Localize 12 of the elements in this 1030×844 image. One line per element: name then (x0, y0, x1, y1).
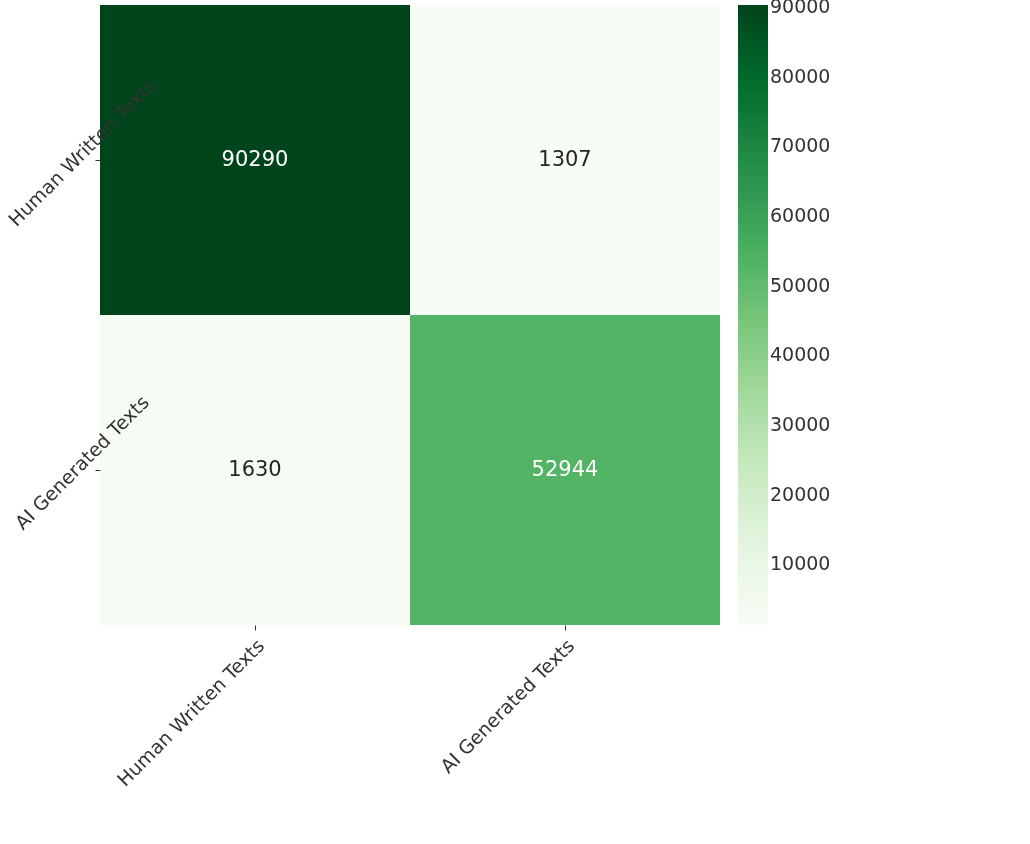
data-label: 1630 (228, 457, 282, 481)
color-bar-label: 40000 (770, 343, 831, 366)
data-label: 52944 (531, 457, 599, 481)
color-bar-label: 20000 (770, 482, 831, 505)
color-bar-label: 80000 (770, 64, 831, 87)
data-label: 1307 (538, 147, 592, 171)
color-bar-label: 60000 (770, 204, 831, 227)
data-label: 90290 (221, 147, 289, 171)
color-bar-label: 10000 (770, 552, 831, 575)
color-bar-label: 70000 (770, 134, 831, 157)
color-bar-label: 30000 (770, 413, 831, 436)
color-bar-label: 50000 (770, 273, 831, 296)
